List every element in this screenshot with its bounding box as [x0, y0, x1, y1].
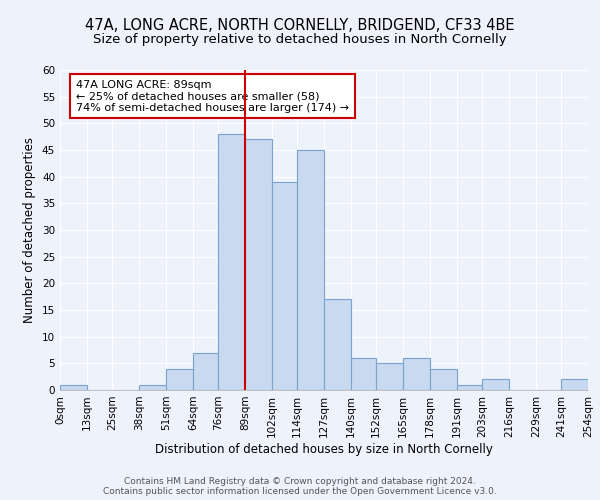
Bar [139, 384, 166, 390]
Bar [324, 300, 351, 390]
Bar [561, 380, 588, 390]
Bar [60, 384, 87, 390]
Bar [430, 368, 457, 390]
Bar [297, 150, 324, 390]
Bar [166, 368, 193, 390]
Bar [403, 358, 430, 390]
Text: Contains public sector information licensed under the Open Government Licence v3: Contains public sector information licen… [103, 487, 497, 496]
Bar [482, 380, 509, 390]
Text: Contains HM Land Registry data © Crown copyright and database right 2024.: Contains HM Land Registry data © Crown c… [124, 477, 476, 486]
Bar [457, 384, 482, 390]
X-axis label: Distribution of detached houses by size in North Cornelly: Distribution of detached houses by size … [155, 442, 493, 456]
Text: 47A LONG ACRE: 89sqm
← 25% of detached houses are smaller (58)
74% of semi-detac: 47A LONG ACRE: 89sqm ← 25% of detached h… [76, 80, 349, 113]
Bar [272, 182, 297, 390]
Bar [351, 358, 376, 390]
Text: Size of property relative to detached houses in North Cornelly: Size of property relative to detached ho… [93, 32, 507, 46]
Bar [376, 364, 403, 390]
Bar [245, 140, 272, 390]
Text: 47A, LONG ACRE, NORTH CORNELLY, BRIDGEND, CF33 4BE: 47A, LONG ACRE, NORTH CORNELLY, BRIDGEND… [85, 18, 515, 32]
Bar [193, 352, 218, 390]
Y-axis label: Number of detached properties: Number of detached properties [23, 137, 37, 323]
Bar [218, 134, 245, 390]
